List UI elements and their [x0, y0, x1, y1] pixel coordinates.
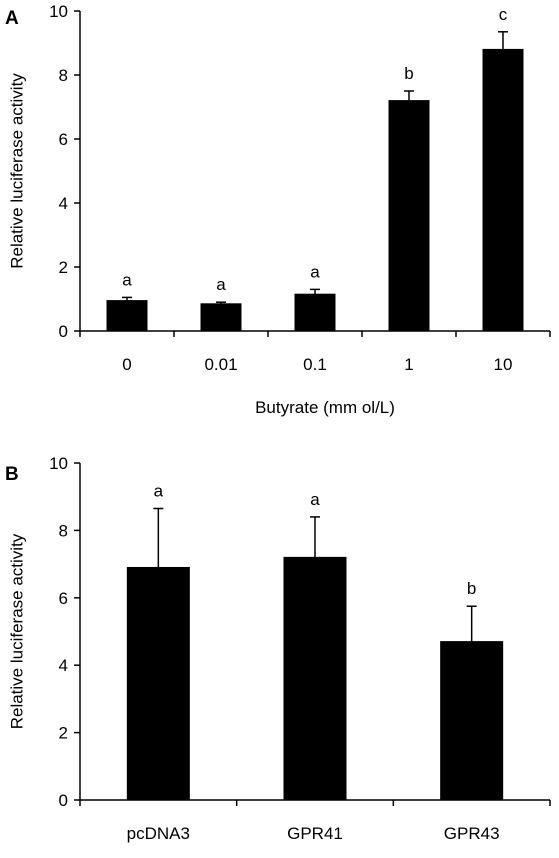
panel-label: A [5, 8, 19, 29]
panel-label: B [5, 464, 19, 485]
bar [482, 48, 524, 332]
bar [283, 556, 347, 801]
y-tick-label: 4 [59, 194, 68, 213]
significance-letter: b [467, 579, 476, 598]
y-tick-label: 6 [59, 589, 68, 608]
panel-a: A 0 2 4 6 8 10 a 0 a 0.01 a 0.1 b 1 c 10 Relative lucifer… [5, 2, 551, 417]
y-tick-label: 0 [59, 322, 68, 341]
bar [106, 300, 148, 332]
bar [294, 293, 336, 332]
bar [200, 303, 242, 332]
x-tick-label: GPR41 [287, 824, 343, 843]
significance-letter: a [154, 481, 164, 500]
significance-letter: a [310, 490, 320, 509]
x-tick-label: 0 [122, 355, 131, 374]
panel-b: B 0 2 4 6 8 10 a pcDNA3 a GPR41 b GPR43 Relative luci… [5, 454, 551, 843]
significance-letter: c [499, 5, 508, 24]
x-tick-label: 0.1 [303, 355, 327, 374]
y-axis-title: Relative luciferase activity [7, 533, 26, 729]
x-axis-title: Butyrate (mm ol/L) [255, 398, 395, 417]
significance-letter: a [216, 275, 226, 294]
y-tick-label: 0 [59, 791, 68, 810]
bar [388, 100, 430, 332]
significance-letter: b [404, 64, 413, 83]
x-tick-label: GPR43 [444, 824, 500, 843]
significance-letter: a [310, 262, 320, 281]
y-tick-label: 6 [59, 130, 68, 149]
y-tick-label: 10 [49, 2, 68, 21]
y-axis-title: Relative luciferase activity [7, 73, 26, 269]
x-tick-label: pcDNA3 [127, 824, 190, 843]
x-tick-label: 10 [494, 355, 513, 374]
y-tick-label: 4 [59, 656, 68, 675]
y-tick-label: 2 [59, 258, 68, 277]
x-tick-label: 1 [404, 355, 413, 374]
y-tick-label: 8 [59, 521, 68, 540]
bar [126, 566, 190, 801]
y-tick-label: 10 [49, 454, 68, 473]
x-tick-label: 0.01 [204, 355, 237, 374]
y-tick-label: 8 [59, 66, 68, 85]
y-tick-label: 2 [59, 724, 68, 743]
bar [440, 641, 504, 801]
significance-letter: a [122, 270, 132, 289]
